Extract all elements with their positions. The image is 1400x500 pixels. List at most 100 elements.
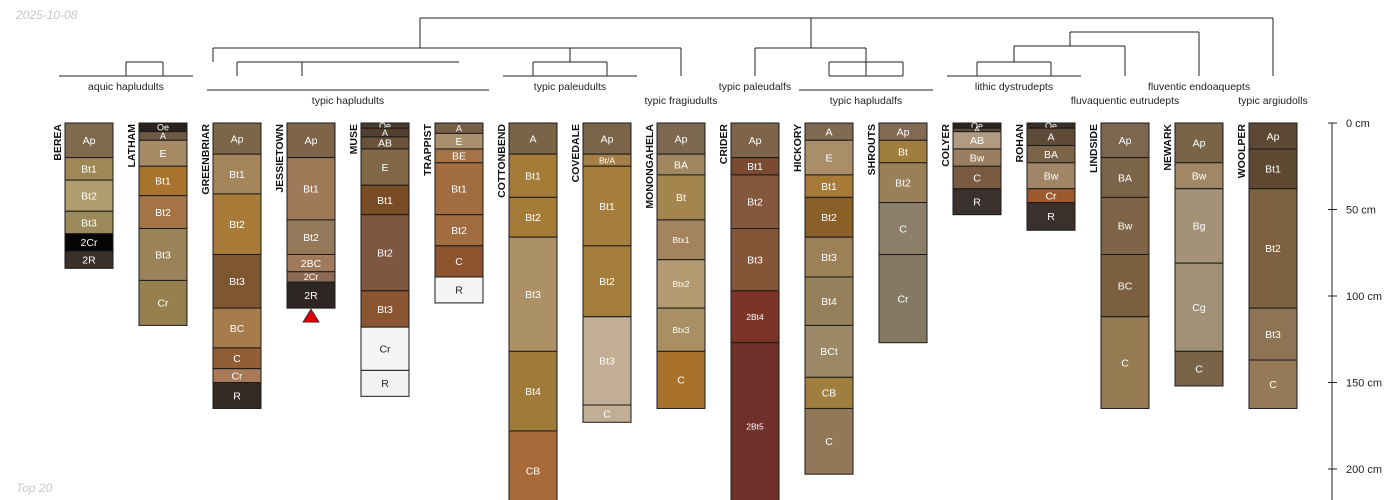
horizon-label: Bt3 [377,304,393,316]
horizon-label: Bt1 [821,181,837,193]
horizon-block [434,214,484,247]
horizon-block [508,122,558,155]
horizon-label: 2Cr [81,237,98,249]
horizon-label: C [603,408,611,420]
horizon-label: Bt1 [599,201,615,213]
horizon-block [730,174,780,230]
horizon-label: C [455,256,463,268]
horizon-block [656,350,706,409]
profile-hickory: A E Bt1 Bt2 Bt3 Bt4 BCt CB C HICKORY [792,122,854,475]
profile-name: CRIDER [718,124,730,165]
horizon-label: Bg [1193,221,1206,233]
horizon-block [804,407,854,475]
horizon-block [1248,188,1298,309]
profile-name: HICKORY [792,124,804,172]
horizon-label: Oe [971,121,983,131]
horizon-label: 2R [82,254,96,266]
profile-greenbriar: Ap Bt1 Bt2 Bt3 BC C Cr R GREENBRIAR [200,122,262,409]
horizon-label: Bt3 [599,356,615,368]
profile-name: COTTONBEND [496,124,508,198]
horizon-label: Bt3 [747,254,763,266]
horizon-label: A [382,128,388,138]
horizon-label: Bt2 [377,248,393,260]
horizon-label: Bt1 [229,169,245,181]
profile-covedale: Ap Bt/A Bt1 Bt2 Bt3 C COVEDALE [570,122,632,423]
horizon-block [212,307,262,349]
horizon-label: E [381,162,388,174]
horizon-label: R [381,378,389,390]
horizon-block [1026,202,1076,231]
horizon-label: Oe [1045,121,1057,131]
horizon-label: Ap [305,135,318,147]
horizon-label: BA [1118,172,1132,184]
horizon-block [434,162,484,216]
horizon-block [286,122,336,159]
horizon-label: BC [230,323,245,335]
horizon-block [138,228,188,281]
horizon-label: Bt1 [303,184,319,196]
horizon-label: Bt1 [1265,164,1281,176]
profile-name: COVEDALE [570,124,582,182]
horizon-block [212,253,262,309]
horizon-label: C [1121,357,1129,369]
horizon-block [1174,162,1224,190]
profile-name: MUSE [348,124,360,154]
horizon-block [212,382,262,409]
profile-monongahela: Ap BA Bt Btx1 Btx2 Btx3 C MONONGAHELA [644,122,706,409]
horizon-label: Cr [379,344,391,356]
horizon-label: Ap [1193,138,1206,150]
horizon-label: Btx2 [672,279,689,289]
profile-name: BEREA [52,124,64,161]
taxonomy-group-label: aquic hapludults [88,81,164,93]
horizon-label: A [529,133,536,145]
profile-woolper: Ap Bt1 Bt2 Bt3 C WOOLPER [1236,122,1298,409]
horizon-label: Bt2 [303,232,319,244]
horizon-label: AB [970,135,984,147]
horizon-block [64,179,114,212]
horizon-label: BE [452,151,466,163]
profile-cottonbend: A Bt1 Bt2 Bt3 Bt4 CB COTTONBEND [496,122,558,500]
horizon-block [360,148,410,186]
horizon-label: C [899,223,907,235]
horizon-label: Bt3 [525,289,541,301]
horizon-block [804,236,854,278]
profile-trappist: AE BE Bt1 Bt2 C R TRAPPIST [422,122,484,304]
horizon-label: Ap [1267,131,1280,143]
horizon-block [212,122,262,155]
horizon-label: Bw [1044,171,1059,183]
horizon-label: Bt2 [599,276,615,288]
horizon-label: Oe [379,121,391,131]
horizon-label: E [455,136,462,148]
taxonomy-group-label: typic argiudolls [1238,95,1307,107]
horizon-label: A [1047,132,1054,144]
horizon-label: Bt3 [229,276,245,288]
profile-name: LATHAM [126,124,138,168]
horizon-label: A [456,123,462,133]
horizon-label: C [1195,363,1203,375]
profile-name: ROHAN [1014,124,1026,163]
horizon-label: R [233,390,241,402]
horizon-block [1100,316,1150,409]
horizon-label: Bt2 [81,190,97,202]
horizon-label: Cr [231,370,243,382]
horizon-label: 2BC [301,258,322,270]
horizon-block [212,153,262,195]
horizon-label: Cg [1192,302,1206,314]
taxonomy-group-label: typic paleudults [534,81,606,93]
horizon-label: Ap [749,135,762,147]
horizon-label: CB [822,388,837,400]
profile-name: SHROUTS [866,124,878,175]
horizon-label: Bw [970,152,985,164]
horizon-block [508,350,558,432]
horizon-block [878,202,928,255]
horizon-block [1174,188,1224,264]
horizon-label: Ap [897,126,910,138]
horizon-block [804,376,854,409]
depth-tick-label: 150 cm [1346,378,1382,390]
horizon-block [286,281,336,309]
horizon-label: Bt1 [747,161,763,173]
horizon-block [582,316,632,406]
horizon-label: Bt3 [81,217,97,229]
horizon-label: Cr [897,293,909,305]
